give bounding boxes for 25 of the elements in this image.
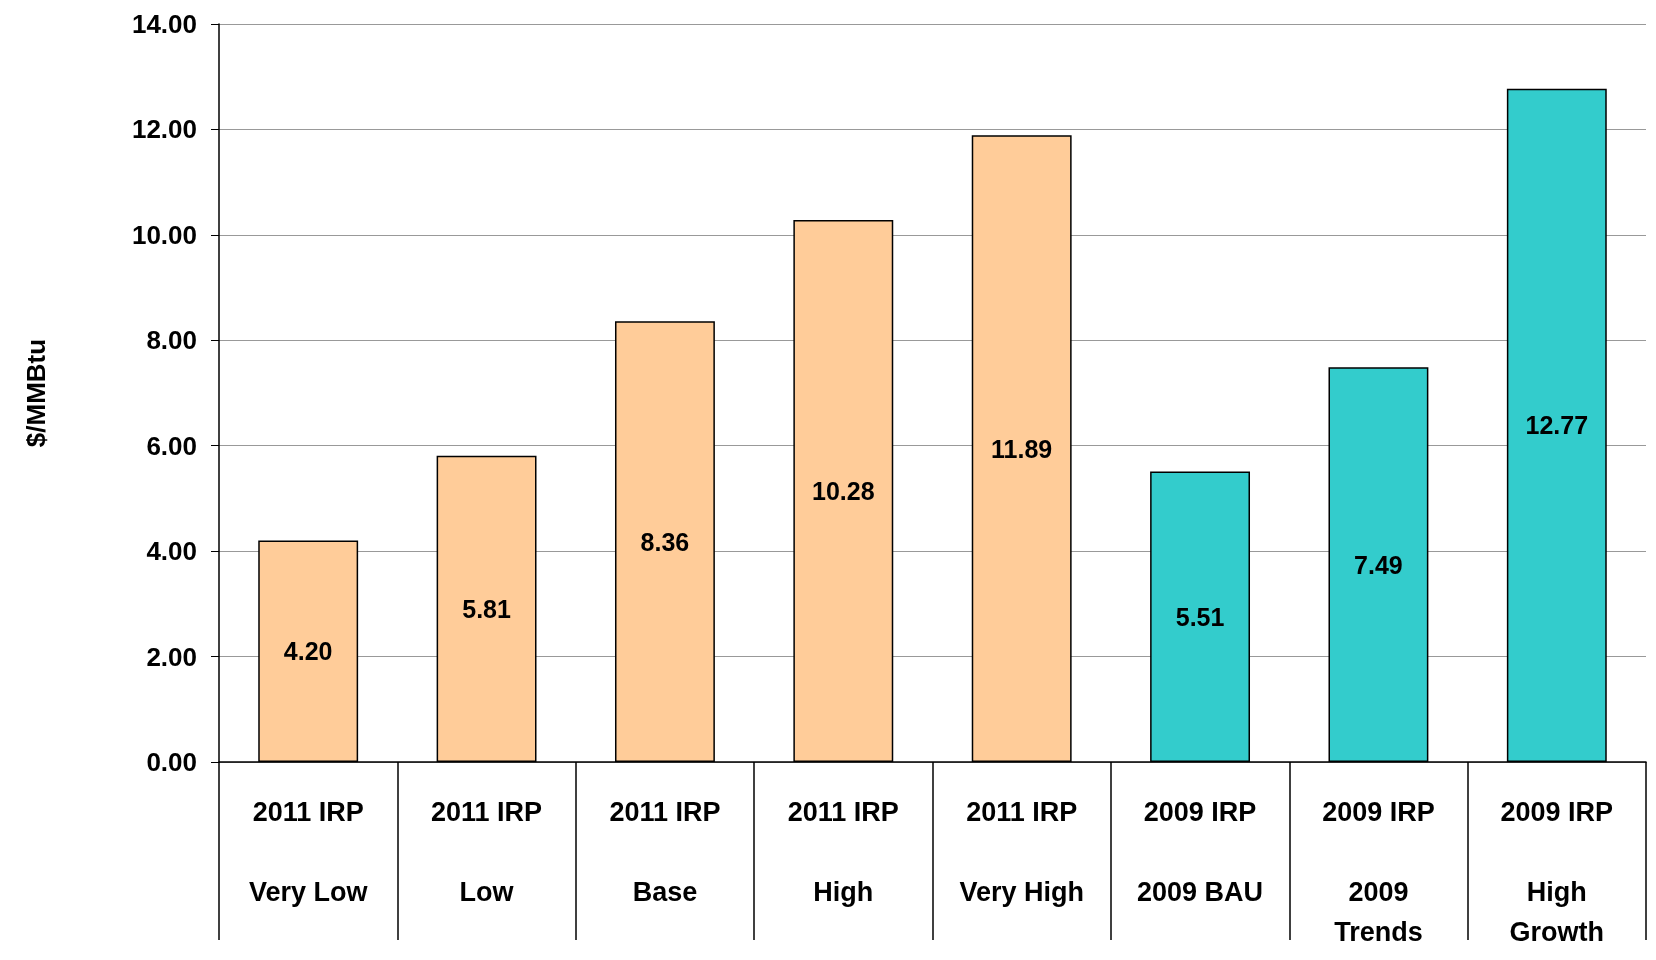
y-tick-label: 2.00 xyxy=(146,641,197,672)
y-tick-label: 0.00 xyxy=(146,747,197,777)
category-label: 2011 IRP Low xyxy=(431,797,543,907)
data-label: 8.36 xyxy=(640,527,690,556)
data-label: 11.89 xyxy=(991,434,1053,463)
category-label: 2009 IRP High Growth xyxy=(1500,797,1614,947)
data-label: 10.28 xyxy=(812,477,875,506)
category-label: 2009 IRP 2009 BAU xyxy=(1137,797,1264,907)
y-tick-label: 14.00 xyxy=(131,9,197,39)
category-label: 2011 IRP High xyxy=(787,797,899,907)
data-label: 5.51 xyxy=(1175,602,1225,631)
y-tick-label: 6.00 xyxy=(146,430,197,461)
data-label: 12.77 xyxy=(1525,411,1589,440)
y-axis-title: $/MMBtu xyxy=(21,338,51,448)
data-label: 7.49 xyxy=(1354,550,1403,579)
y-tick-label: 4.00 xyxy=(146,536,197,567)
category-label: 2011 IRP Very High xyxy=(959,797,1084,907)
data-label: 5.81 xyxy=(462,594,511,623)
category-label: 2011 IRP Base xyxy=(609,797,721,907)
category-label: 2011 IRP Very Low xyxy=(248,797,368,907)
category-label: 2009 IRP 2009 Trends xyxy=(1322,797,1435,947)
y-tick-label: 10.00 xyxy=(131,219,197,250)
y-tick-label: 8.00 xyxy=(146,325,197,356)
data-label: 4.20 xyxy=(283,637,333,666)
y-tick-label: 12.00 xyxy=(131,114,197,145)
